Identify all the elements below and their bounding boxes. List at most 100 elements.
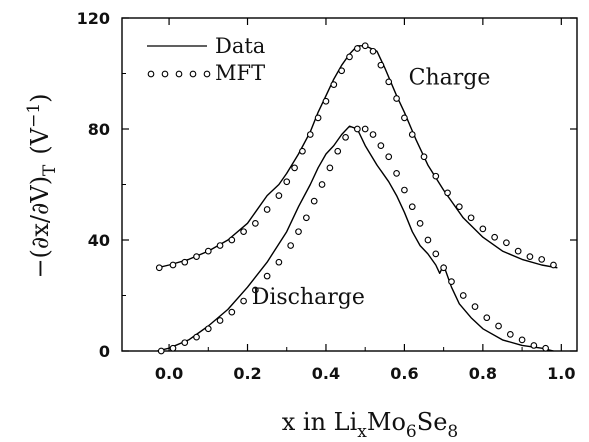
legend-circle <box>203 70 211 78</box>
mft-point-charge <box>330 81 338 88</box>
mft-point-charge <box>181 258 189 266</box>
legend-circle <box>189 70 197 78</box>
mft-point-charge <box>503 239 510 247</box>
mft-point-charge <box>346 53 353 61</box>
mft-point-charge <box>228 236 236 244</box>
mft-point-charge <box>455 203 463 211</box>
mft-point-charge <box>252 220 259 227</box>
mft-point-discharge <box>530 342 538 349</box>
x-tick-label: 0.2 <box>233 364 261 383</box>
annotation-discharge: Discharge <box>252 285 365 310</box>
y-tick-label: 80 <box>88 120 110 139</box>
mft-point-discharge <box>401 186 408 194</box>
mft-point-charge <box>393 95 400 102</box>
mft-point-charge <box>550 261 557 269</box>
mft-point-charge <box>432 172 440 180</box>
mft-point-discharge <box>310 197 318 205</box>
mft-point-discharge <box>342 133 349 141</box>
legend-circle <box>147 70 155 78</box>
mft-point-discharge <box>408 203 416 211</box>
mft-point-discharge <box>240 297 247 305</box>
mft-point-discharge <box>263 272 271 280</box>
mft-point-discharge <box>459 292 467 299</box>
y-tick-label: 0 <box>99 342 110 361</box>
mft-point-discharge <box>506 331 514 338</box>
mft-point-discharge <box>495 322 502 330</box>
mft-point-discharge <box>303 214 310 222</box>
mft-point-charge <box>369 47 377 55</box>
mft-point-discharge <box>432 250 440 258</box>
mft-point-charge <box>361 42 369 50</box>
mft-point-discharge <box>424 236 432 244</box>
legend-label-mft: MFT <box>215 61 265 85</box>
mft-point-discharge <box>369 131 377 138</box>
mft-point-charge <box>353 45 361 52</box>
axis-ticks: 0.0 0.2 0.4 0.6 0.8 1.0 0 40 80 120 <box>77 9 577 383</box>
mft-point-discharge <box>393 170 400 177</box>
mft-point-charge <box>538 256 546 263</box>
mft-point-discharge <box>353 125 361 133</box>
mft-point-discharge <box>318 181 326 188</box>
plot-area <box>121 17 578 355</box>
mft-point-discharge <box>228 308 236 316</box>
y-tick-label: 120 <box>77 9 110 28</box>
mft-point-discharge <box>448 278 455 285</box>
mft-point-charge <box>444 189 451 197</box>
mft-point-discharge <box>518 336 526 344</box>
mft-point-charge <box>275 192 283 199</box>
mft-point-discharge <box>252 286 259 294</box>
x-tick-label: 0.0 <box>155 364 183 383</box>
mft-point-charge <box>263 206 271 213</box>
legend-circle <box>175 70 183 78</box>
y-axis-title: −(∂x/∂V)T(V−1) <box>24 93 60 278</box>
mft-point-charge <box>169 261 177 269</box>
mft-point-discharge <box>483 314 491 322</box>
mft-point-charge <box>291 164 298 172</box>
mft-point-charge <box>204 247 212 255</box>
mft-point-charge <box>408 131 416 138</box>
x-tick-label: 1.0 <box>547 364 575 383</box>
legend: Data MFT <box>147 34 265 85</box>
mft-point-discharge <box>326 164 334 172</box>
legend-label-data: Data <box>215 34 265 58</box>
mft-point-charge <box>479 225 487 233</box>
mft-point-discharge <box>204 325 212 333</box>
mft-point-discharge <box>287 242 295 249</box>
x-tick-label: 0.8 <box>469 364 497 383</box>
mft-point-charge <box>420 153 428 161</box>
annotation-charge: Charge <box>409 66 491 91</box>
mft-point-charge <box>401 114 408 122</box>
mft-point-charge <box>514 247 522 255</box>
chart-annotations: Charge Discharge <box>252 66 491 310</box>
mft-point-charge <box>385 78 393 86</box>
legend-circle-swatch <box>147 70 211 78</box>
x-tick-label: 0.4 <box>312 364 340 383</box>
mft-point-charge <box>283 178 291 186</box>
mft-point-charge <box>322 97 330 105</box>
y-tick-label: 40 <box>88 231 110 250</box>
mft-point-charge <box>491 233 498 241</box>
mft-point-discharge <box>157 347 165 355</box>
mft-point-charge <box>314 114 322 122</box>
x-tick-label: 0.6 <box>390 364 418 383</box>
mft-point-charge <box>155 264 163 272</box>
mft-point-charge <box>526 253 534 260</box>
mft-point-charge <box>299 147 306 155</box>
mft-point-discharge <box>275 258 283 266</box>
mft-point-discharge <box>471 303 479 310</box>
mft-point-discharge <box>440 264 447 272</box>
mft-point-discharge <box>361 125 369 133</box>
mft-point-discharge <box>416 220 424 227</box>
x-axis-title: x in LixMo6Se8 <box>282 408 458 442</box>
mft-point-discharge <box>193 333 200 341</box>
mft-point-charge <box>193 253 200 260</box>
mft-point-discharge <box>377 142 385 149</box>
mft-point-discharge <box>385 153 393 161</box>
mft-point-discharge <box>334 147 342 155</box>
mft-point-charge <box>467 214 475 222</box>
mft-point-discharge <box>295 228 302 236</box>
mft-point-charge <box>377 61 385 69</box>
mft-point-charge <box>216 242 224 249</box>
mft-point-charge <box>306 131 314 138</box>
